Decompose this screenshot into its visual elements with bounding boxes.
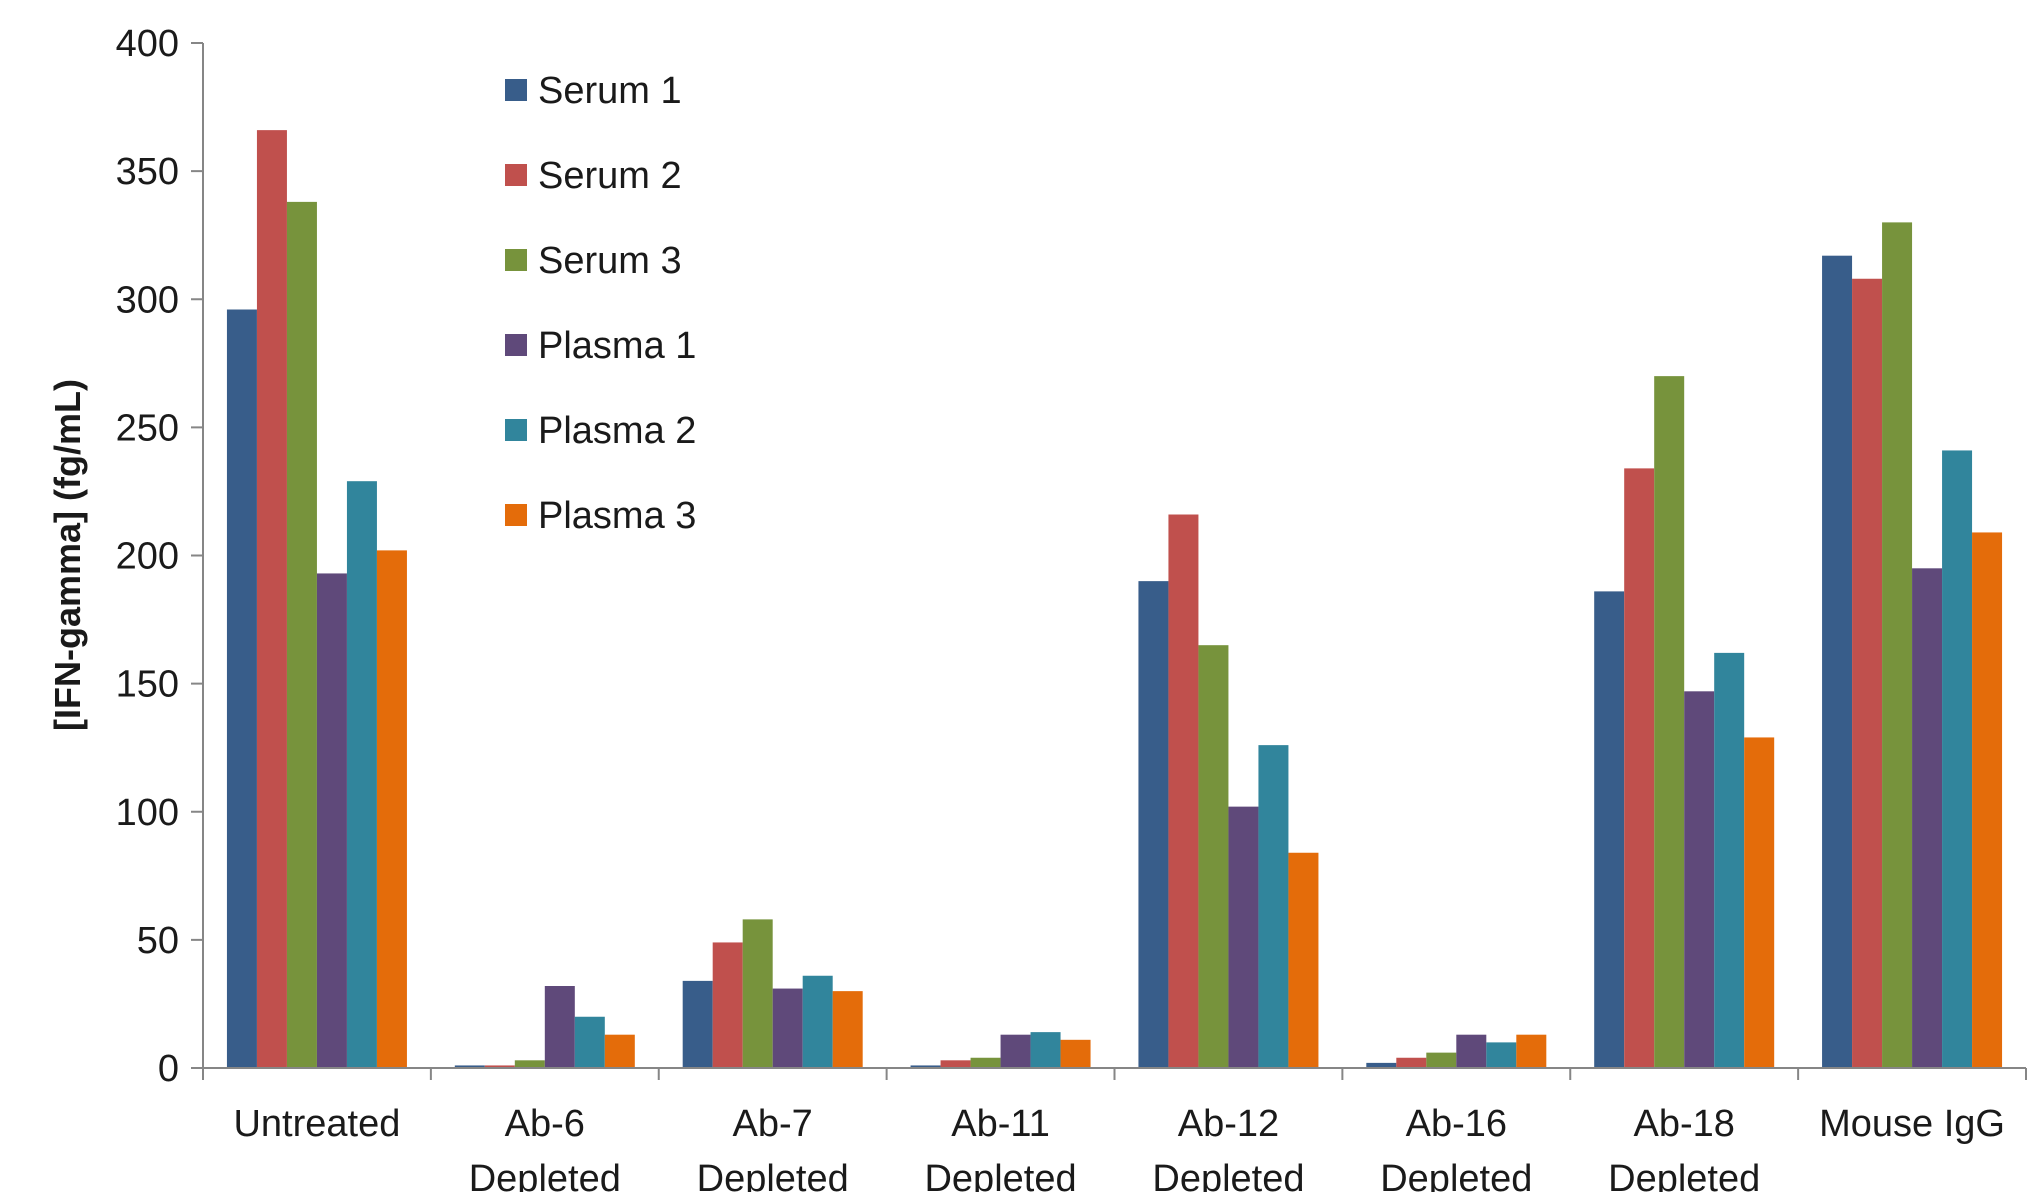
bar-plasma-2-0 bbox=[346, 481, 377, 1068]
x-category-label: Depleted bbox=[924, 1158, 1076, 1192]
bar-serum-1-5 bbox=[1366, 1062, 1397, 1069]
x-category-label: Ab-6 bbox=[505, 1103, 585, 1145]
x-category-label: Depleted bbox=[1608, 1158, 1760, 1192]
legend-swatch bbox=[505, 249, 527, 271]
bar-serum-3-5 bbox=[1426, 1052, 1457, 1069]
x-category-label: Ab-7 bbox=[733, 1103, 813, 1145]
bar-serum-2-4 bbox=[1168, 514, 1199, 1068]
bar-plasma-3-5 bbox=[1516, 1034, 1547, 1068]
bar-serum-2-6 bbox=[1624, 468, 1655, 1069]
bar-plasma-2-1 bbox=[574, 1016, 605, 1068]
x-category-label: Mouse IgG bbox=[1819, 1103, 2005, 1145]
x-category-label: Depleted bbox=[1380, 1158, 1532, 1192]
bar-plasma-3-4 bbox=[1288, 852, 1319, 1068]
x-category-label: Ab-16 bbox=[1406, 1103, 1507, 1145]
bar-plasma-3-6 bbox=[1744, 737, 1775, 1068]
legend-swatch bbox=[505, 419, 527, 441]
bar-plasma-2-4 bbox=[1258, 745, 1289, 1069]
bar-plasma-1-2 bbox=[772, 988, 803, 1068]
x-category-label: Depleted bbox=[1152, 1158, 1304, 1192]
bar-serum-1-3 bbox=[910, 1065, 941, 1068]
bar-plasma-3-2 bbox=[832, 991, 863, 1069]
bar-plasma-1-6 bbox=[1684, 691, 1715, 1068]
bar-plasma-3-7 bbox=[1972, 532, 2003, 1068]
y-tick-label: 200 bbox=[116, 536, 179, 578]
bar-plasma-2-6 bbox=[1714, 652, 1745, 1069]
x-category-label: Ab-12 bbox=[1178, 1103, 1279, 1145]
bar-serum-2-7 bbox=[1852, 278, 1883, 1068]
bar-serum-3-7 bbox=[1882, 222, 1913, 1069]
bar-serum-3-6 bbox=[1654, 376, 1685, 1069]
legend: Serum 1 Serum 2 Serum 3 Plasma 1 Plasma 2 Pla… bbox=[505, 70, 696, 537]
bar-serum-1-7 bbox=[1822, 255, 1853, 1068]
bar-serum-2-3 bbox=[940, 1060, 971, 1068]
bar-plasma-1-4 bbox=[1228, 806, 1259, 1069]
y-tick-label: 100 bbox=[116, 792, 179, 834]
legend-label: Plasma 2 bbox=[538, 410, 696, 452]
legend-swatch bbox=[505, 164, 527, 186]
legend-label: Serum 2 bbox=[538, 155, 682, 197]
bar-serum-1-1 bbox=[454, 1065, 485, 1068]
bar-plasma-1-5 bbox=[1456, 1034, 1487, 1068]
bar-serum-3-1 bbox=[514, 1060, 545, 1068]
bar-serum-2-2 bbox=[712, 942, 743, 1068]
y-axis-title: [IFN-gamma] (fg/mL) bbox=[47, 379, 88, 731]
y-tick-label: 400 bbox=[116, 23, 179, 65]
y-tick-label: 50 bbox=[137, 920, 179, 962]
bar-serum-2-1 bbox=[484, 1065, 515, 1068]
y-tick-label: 250 bbox=[116, 407, 179, 449]
bar-plasma-2-3 bbox=[1030, 1032, 1061, 1069]
legend-swatch bbox=[505, 79, 527, 101]
bar-plasma-1-3 bbox=[1000, 1034, 1031, 1068]
bar-plasma-3-1 bbox=[604, 1034, 635, 1068]
y-ticks-layer: 0 50 100 150 200 250 300 350 400 bbox=[116, 23, 203, 1090]
bar-serum-2-5 bbox=[1396, 1057, 1427, 1068]
legend-label: Plasma 1 bbox=[538, 325, 696, 367]
x-category-label: Depleted bbox=[697, 1158, 849, 1192]
bar-serum-3-3 bbox=[970, 1057, 1001, 1068]
bar-serum-1-6 bbox=[1594, 591, 1625, 1069]
bar-plasma-1-7 bbox=[1912, 568, 1943, 1068]
legend-label: Plasma 3 bbox=[538, 495, 696, 537]
x-labels-layer: Untreated Ab-6 Depleted Ab-7 Depleted Ab-11 De… bbox=[233, 1103, 2005, 1197]
bar-serum-2-0 bbox=[256, 130, 287, 1069]
legend-swatch bbox=[505, 334, 527, 356]
bar-plasma-2-7 bbox=[1942, 450, 1973, 1068]
y-tick-label: 0 bbox=[158, 1048, 179, 1090]
legend-swatch bbox=[505, 504, 527, 526]
bar-serum-3-4 bbox=[1198, 645, 1229, 1068]
legend-label: Serum 3 bbox=[538, 240, 682, 282]
bar-plasma-3-3 bbox=[1060, 1039, 1091, 1068]
legend-label: Serum 1 bbox=[538, 70, 682, 112]
bar-plasma-1-0 bbox=[316, 573, 347, 1068]
bar-serum-3-0 bbox=[286, 201, 317, 1069]
x-category-label: Ab-18 bbox=[1633, 1103, 1734, 1145]
bar-serum-3-2 bbox=[742, 919, 773, 1069]
x-category-label: Untreated bbox=[233, 1103, 400, 1145]
x-category-label: Ab-11 bbox=[951, 1103, 1050, 1145]
bar-plasma-2-5 bbox=[1486, 1042, 1517, 1069]
bar-plasma-1-1 bbox=[544, 986, 575, 1068]
bars-layer bbox=[226, 130, 2003, 1069]
bar-serum-1-4 bbox=[1138, 581, 1169, 1069]
bar-serum-1-2 bbox=[682, 980, 713, 1069]
y-tick-label: 350 bbox=[116, 151, 179, 193]
bar-plasma-3-0 bbox=[376, 550, 407, 1069]
bar-plasma-2-2 bbox=[802, 975, 833, 1068]
y-tick-label: 150 bbox=[116, 664, 179, 706]
y-tick-label: 300 bbox=[116, 279, 179, 321]
x-category-label: Depleted bbox=[469, 1158, 621, 1192]
bar-serum-1-0 bbox=[226, 309, 257, 1068]
